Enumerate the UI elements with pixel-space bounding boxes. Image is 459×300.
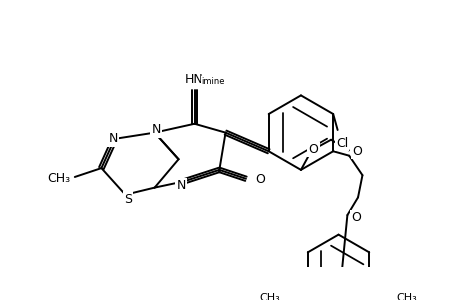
Text: O: O: [352, 145, 361, 158]
Text: N: N: [151, 124, 161, 136]
Text: O: O: [351, 211, 360, 224]
Text: N: N: [108, 132, 118, 145]
Text: CH₃: CH₃: [396, 292, 417, 300]
Text: S: S: [124, 193, 132, 206]
Text: O: O: [308, 143, 318, 156]
Text: N: N: [176, 179, 185, 192]
Text: imine: imine: [201, 77, 224, 86]
Text: Cl: Cl: [335, 137, 347, 150]
Text: HN: HN: [185, 73, 203, 86]
Text: CH₃: CH₃: [259, 292, 280, 300]
Text: O: O: [254, 173, 264, 186]
Text: CH₃: CH₃: [47, 172, 70, 185]
